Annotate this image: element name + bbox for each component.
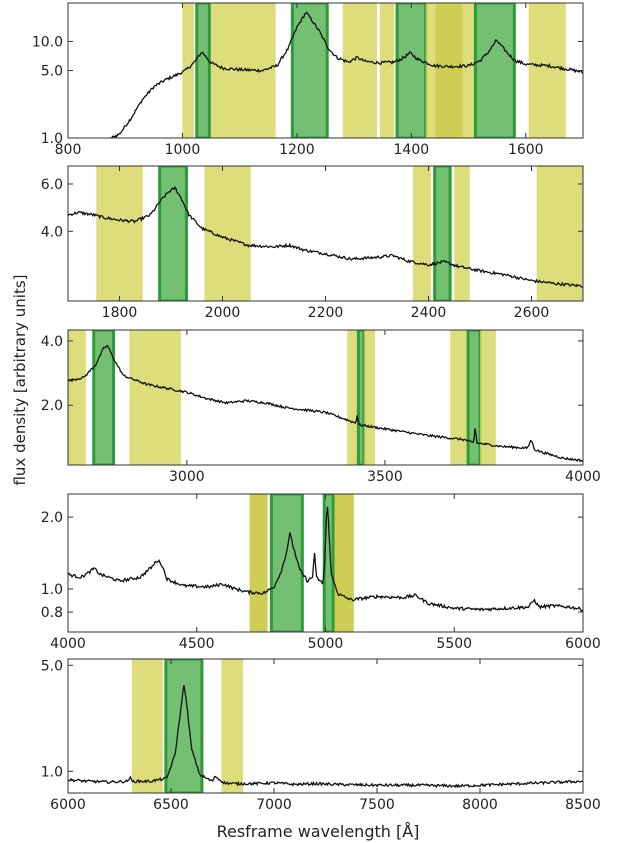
x-tick-label: 2200 bbox=[308, 305, 344, 321]
x-tick-label: 4000 bbox=[565, 469, 601, 485]
axes-frame bbox=[67, 329, 584, 466]
x-axis-label: Resframe wavelength [Å] bbox=[217, 822, 420, 841]
x-tick-label: 6500 bbox=[153, 797, 189, 813]
x-tick-label: 6000 bbox=[50, 797, 86, 813]
x-tick-label: 3500 bbox=[367, 469, 403, 485]
y-tick-label: 1.0 bbox=[41, 582, 63, 598]
spectrum-line bbox=[68, 684, 583, 789]
y-tick-label: 5.0 bbox=[41, 64, 63, 80]
panel-4: 4000 4500 5000 5500 6000 0.8 1.0 2.0 bbox=[41, 493, 601, 652]
x-tick-label: 1200 bbox=[279, 142, 315, 158]
y-tick-label: 5.0 bbox=[41, 658, 63, 674]
window-yellow bbox=[425, 3, 436, 138]
window-green bbox=[269, 494, 304, 632]
x-tick-label: 7500 bbox=[359, 797, 395, 813]
x-tick-label: 1400 bbox=[394, 142, 430, 158]
window-yellow bbox=[347, 330, 359, 465]
y-tick-label: 0.8 bbox=[41, 605, 63, 621]
x-tick-label: 8000 bbox=[462, 797, 498, 813]
window-yellow bbox=[182, 3, 194, 138]
y-tick-label: 2.0 bbox=[41, 398, 63, 414]
spectrum-line bbox=[68, 506, 583, 612]
window-olive bbox=[435, 3, 463, 138]
window-green bbox=[195, 3, 211, 138]
window-yellow bbox=[450, 330, 469, 465]
window-green bbox=[92, 330, 116, 465]
x-tick-label: 5000 bbox=[308, 636, 344, 652]
window-green bbox=[356, 330, 366, 465]
panel-1: 800 1000 1200 1400 1600 1.0 5.0 10.0 bbox=[32, 2, 584, 158]
window-green bbox=[395, 3, 428, 138]
x-tick-label: 8500 bbox=[565, 797, 601, 813]
window-yellow bbox=[454, 166, 470, 301]
window-yellow bbox=[96, 166, 143, 301]
window-yellow bbox=[462, 3, 475, 138]
spectrum-line bbox=[108, 11, 583, 138]
x-tick-label: 7000 bbox=[256, 797, 292, 813]
window-green bbox=[164, 659, 204, 793]
spectrum-line bbox=[68, 185, 583, 288]
x-tick-label: 800 bbox=[55, 142, 82, 158]
panel-5: 6000 6500 7000 7500 8000 8500 1.0 5.0 bbox=[41, 658, 601, 813]
window-green bbox=[433, 166, 452, 301]
window-yellow bbox=[211, 3, 240, 138]
y-tick-label: 4.0 bbox=[41, 334, 63, 350]
spectrum-line bbox=[68, 345, 583, 463]
y-tick-label: 1.0 bbox=[41, 131, 63, 147]
window-yellow bbox=[129, 330, 181, 465]
x-tick-label: 1600 bbox=[508, 142, 544, 158]
y-tick-label: 10.0 bbox=[32, 34, 63, 50]
axes-frame bbox=[67, 658, 584, 794]
window-green bbox=[290, 3, 329, 138]
x-tick-label: 2400 bbox=[411, 305, 447, 321]
window-yellow bbox=[204, 166, 251, 301]
window-yellow bbox=[131, 659, 163, 793]
window-yellow bbox=[68, 330, 86, 465]
x-tick-label: 1000 bbox=[165, 142, 201, 158]
x-tick-label: 4000 bbox=[50, 636, 86, 652]
y-tick-label: 1.0 bbox=[41, 764, 63, 780]
window-yellow bbox=[221, 659, 244, 793]
window-olive bbox=[334, 494, 354, 632]
window-olive bbox=[249, 494, 268, 632]
x-tick-label: 3000 bbox=[169, 469, 205, 485]
window-green bbox=[322, 494, 335, 632]
window-yellow bbox=[413, 166, 432, 301]
axes-frame bbox=[67, 165, 584, 302]
window-yellow bbox=[342, 3, 377, 138]
window-green bbox=[466, 330, 482, 465]
x-tick-label: 1800 bbox=[102, 305, 138, 321]
window-yellow bbox=[379, 3, 395, 138]
panel-2: 1800 2000 2200 2400 2600 4.0 6.0 bbox=[41, 165, 584, 321]
panel-3: 3000 3500 4000 2.0 4.0 bbox=[41, 329, 601, 485]
x-tick-label: 6000 bbox=[565, 636, 601, 652]
window-yellow bbox=[536, 166, 583, 301]
x-tick-label: 2600 bbox=[514, 305, 550, 321]
window-yellow bbox=[528, 3, 566, 138]
window-green bbox=[473, 3, 516, 138]
y-tick-label: 2.0 bbox=[41, 510, 63, 526]
x-tick-label: 5500 bbox=[436, 636, 472, 652]
y-axis-label: flux density [arbitrary units] bbox=[11, 274, 29, 485]
window-yellow bbox=[363, 330, 376, 465]
x-tick-label: 2000 bbox=[205, 305, 241, 321]
x-tick-label: 4500 bbox=[179, 636, 215, 652]
window-yellow bbox=[480, 330, 496, 465]
y-tick-label: 6.0 bbox=[41, 177, 63, 193]
window-green bbox=[158, 166, 188, 301]
y-tick-label: 4.0 bbox=[41, 224, 63, 240]
